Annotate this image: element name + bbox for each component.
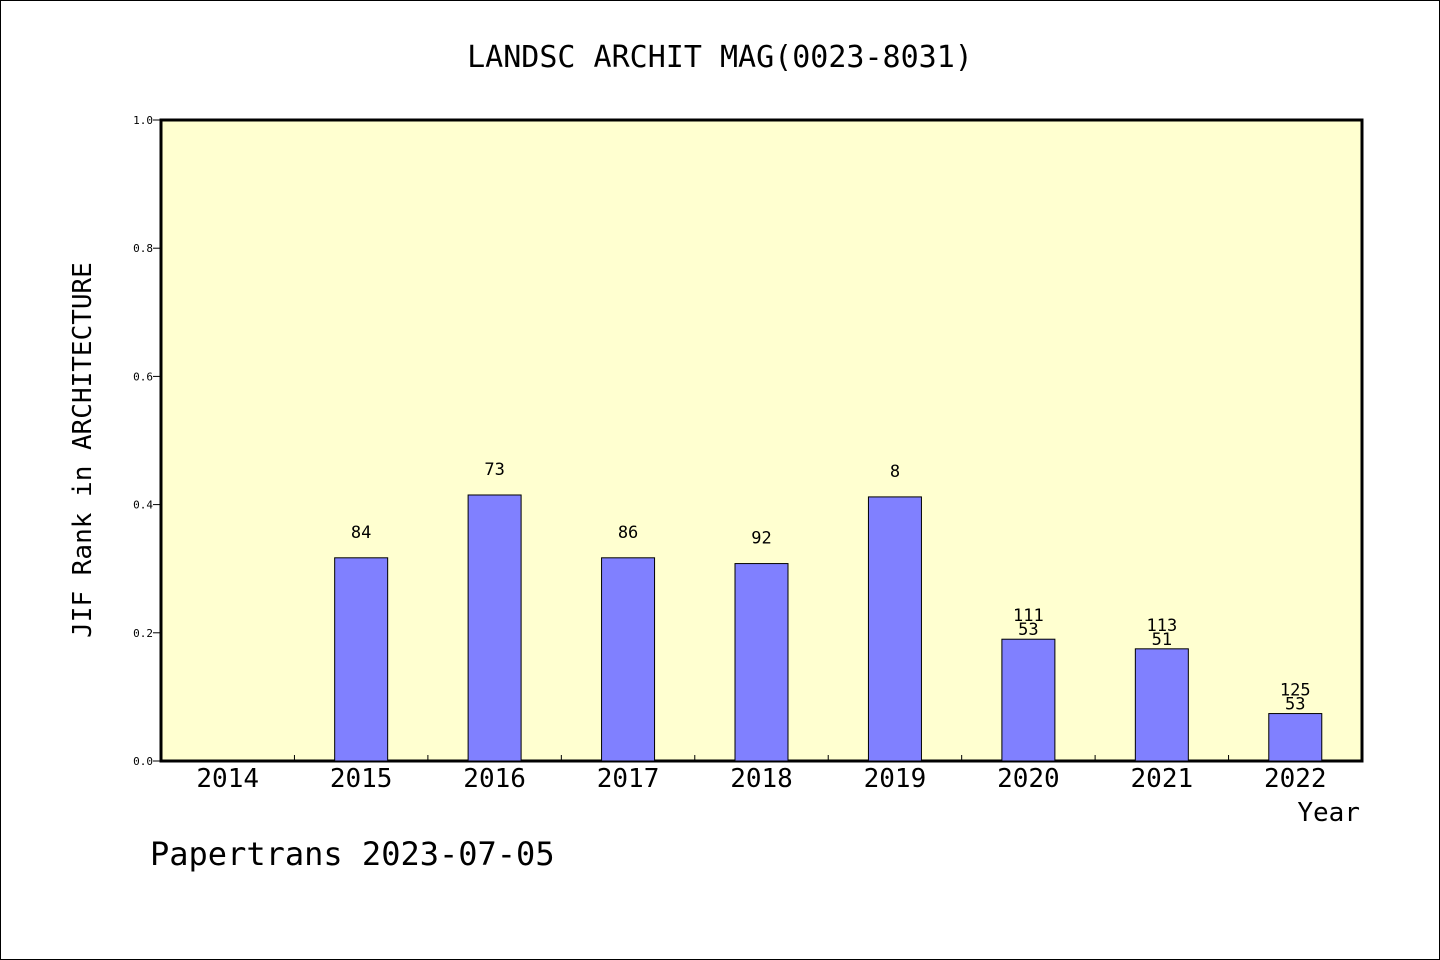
x-tick-label: 2014 xyxy=(196,764,259,794)
y-tick-label: 0.0 xyxy=(133,755,153,768)
x-tick-label: 2015 xyxy=(330,764,393,794)
bar-2019 xyxy=(867,496,922,762)
y-tick-label: 0.6 xyxy=(133,370,153,383)
y-axis: 0.0 0.2 0.4 0.6 0.8 1.0 xyxy=(133,114,161,768)
bar-data-label: 53 xyxy=(1018,620,1038,640)
y-tick-label: 0.4 xyxy=(133,499,153,512)
bar-series xyxy=(334,494,1323,762)
bar-data-label: 113 xyxy=(1146,616,1177,636)
bar-data-label: 73 xyxy=(484,460,504,480)
y-tick-label: 1.0 xyxy=(133,114,153,127)
x-tick-label: 2019 xyxy=(864,764,927,794)
x-axis: 2014 2015 2016 2017 2018 2019 2020 2021 2022 xyxy=(196,755,1327,794)
footer-credit: Papertrans 2023-07-05 xyxy=(150,835,555,873)
bar-2018 xyxy=(734,563,789,762)
bar-2022 xyxy=(1268,713,1323,762)
chart-title: LANDSC ARCHIT MAG(0023-8031) xyxy=(467,40,973,75)
bar-data-label: 53 xyxy=(1285,695,1305,715)
x-tick-label: 2016 xyxy=(463,764,526,794)
bar-2020 xyxy=(1001,638,1056,762)
bar-data-label: 111 xyxy=(1013,606,1044,626)
x-tick-label: 2020 xyxy=(997,764,1060,794)
x-tick-label: 2017 xyxy=(597,764,660,794)
bar-2017 xyxy=(601,557,656,762)
x-tick-label: 2018 xyxy=(730,764,793,794)
y-axis-label: JIF Rank in ARCHITECTURE xyxy=(68,262,98,638)
bar-data-label: 8 xyxy=(890,462,900,482)
bar-2021 xyxy=(1134,648,1189,762)
x-axis-label: Year xyxy=(1297,798,1360,828)
bar-data-label: 84 xyxy=(351,523,371,543)
y-tick-label: 0.2 xyxy=(133,627,153,640)
y-tick-label: 0.8 xyxy=(133,242,153,255)
bar-2016 xyxy=(467,494,522,762)
bar-data-label: 92 xyxy=(751,529,771,549)
bar-data-label: 51 xyxy=(1152,630,1172,650)
x-tick-label: 2021 xyxy=(1131,764,1194,794)
bar-2015 xyxy=(334,557,389,762)
x-tick-label: 2022 xyxy=(1264,764,1327,794)
bar-data-label: 125 xyxy=(1280,681,1311,701)
bar-data-label: 86 xyxy=(618,523,638,543)
